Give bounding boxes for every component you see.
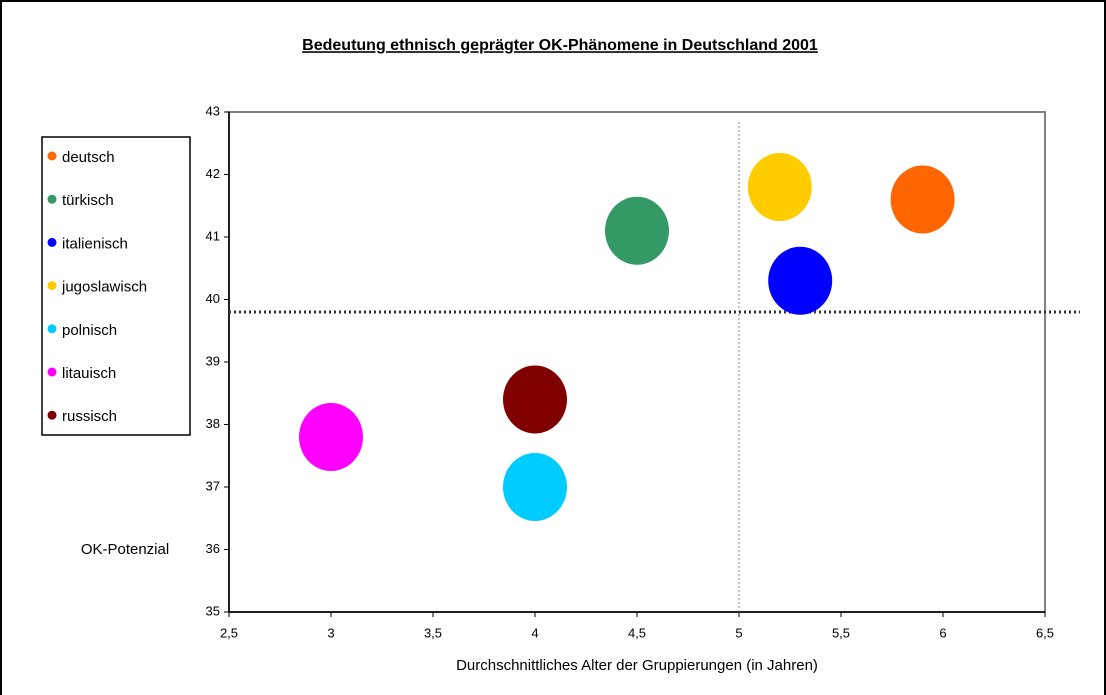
legend-label: deutsch bbox=[62, 149, 115, 166]
y-tick-label: 40 bbox=[206, 291, 220, 306]
legend-label: litauisch bbox=[62, 365, 116, 382]
bubble bbox=[768, 246, 833, 315]
legend-label: russisch bbox=[62, 408, 117, 425]
bubble bbox=[890, 165, 955, 234]
y-tick-label: 42 bbox=[206, 166, 220, 181]
legend-label: polnisch bbox=[62, 322, 117, 339]
x-tick-label: 4,5 bbox=[628, 625, 646, 640]
y-tick-label: 43 bbox=[206, 103, 220, 118]
x-axis-label: Durchschnittliches Alter der Gruppierung… bbox=[456, 657, 818, 674]
x-tick-label: 6 bbox=[939, 625, 946, 640]
x-tick-label: 3 bbox=[327, 625, 334, 640]
y-axis-label: OK-Potenzial bbox=[81, 541, 169, 558]
legend-marker bbox=[47, 324, 57, 334]
bubble bbox=[605, 196, 669, 265]
y-tick-label: 41 bbox=[206, 228, 220, 243]
x-tick-label: 6,5 bbox=[1036, 625, 1054, 640]
legend-marker bbox=[47, 281, 57, 291]
bubble bbox=[503, 453, 567, 521]
legend-marker bbox=[47, 410, 57, 420]
legend-marker bbox=[47, 151, 57, 161]
bubble bbox=[747, 153, 812, 221]
y-tick-label: 38 bbox=[206, 416, 220, 431]
bubble bbox=[299, 403, 363, 471]
legend-marker bbox=[47, 367, 57, 377]
bubble bbox=[503, 365, 567, 434]
x-tick-label: 5 bbox=[735, 625, 742, 640]
x-tick-label: 4 bbox=[531, 625, 538, 640]
legend-label: italienisch bbox=[62, 235, 128, 252]
legend-label: türkisch bbox=[62, 192, 114, 209]
legend-marker bbox=[47, 194, 57, 204]
x-tick-label: 5,5 bbox=[832, 625, 850, 640]
y-tick-label: 37 bbox=[206, 478, 220, 493]
chart-title: Bedeutung ethnisch geprägter OK-Phänomen… bbox=[302, 37, 818, 54]
x-tick-label: 2,5 bbox=[220, 625, 238, 640]
legend bbox=[41, 136, 191, 436]
y-tick-label: 39 bbox=[206, 353, 220, 368]
x-tick-label: 3,5 bbox=[424, 625, 442, 640]
y-tick-label: 36 bbox=[206, 541, 220, 556]
legend-label: jugoslawisch bbox=[61, 279, 147, 296]
legend-marker bbox=[47, 237, 57, 247]
y-tick-label: 35 bbox=[206, 603, 220, 618]
